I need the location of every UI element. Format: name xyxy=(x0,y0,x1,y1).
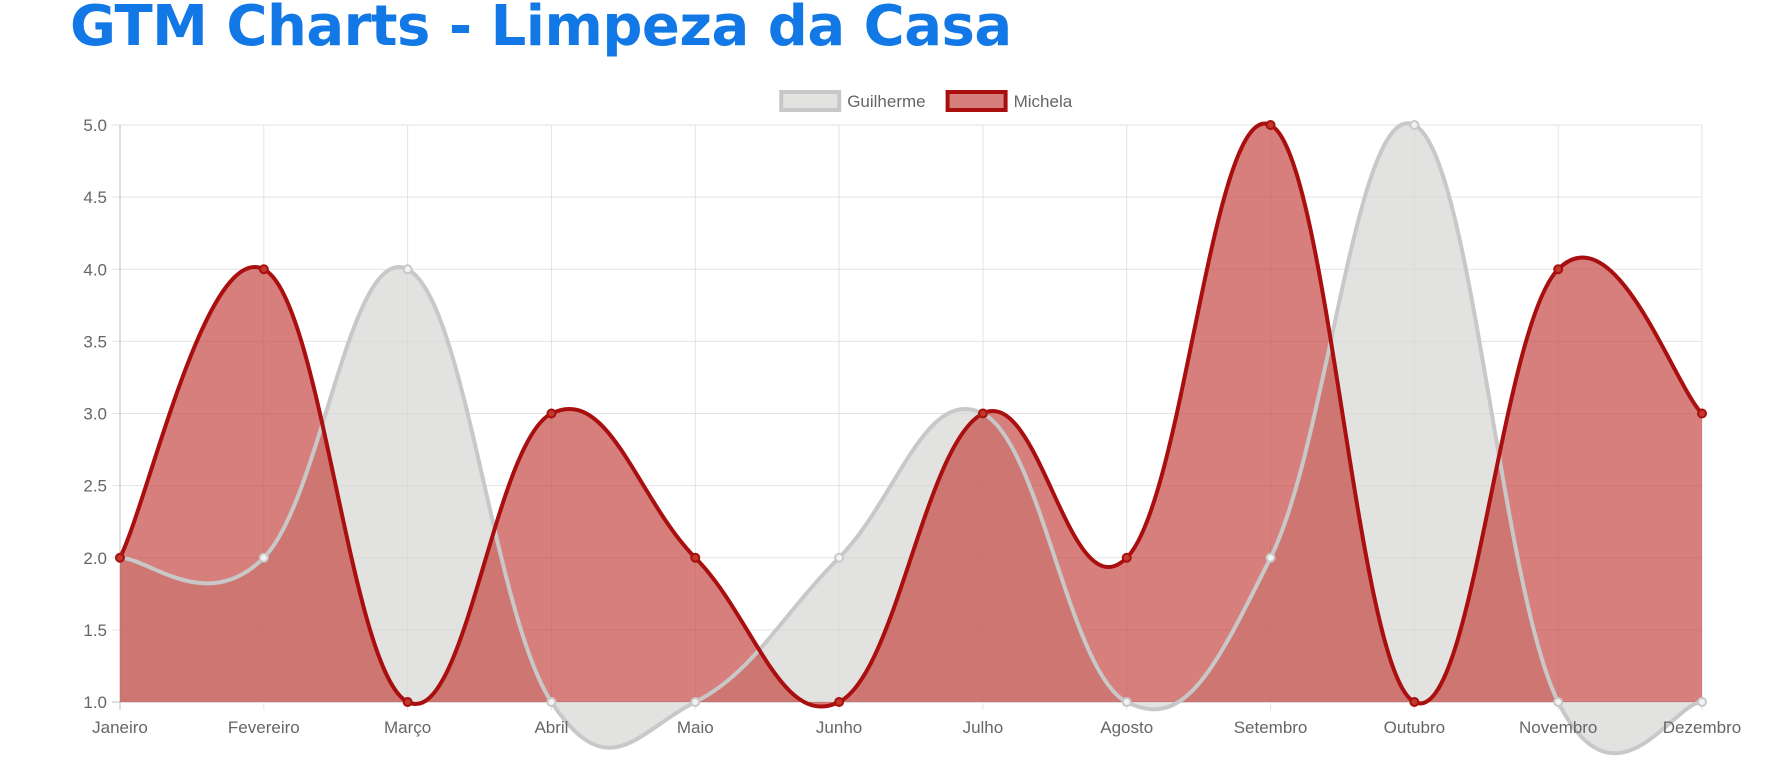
data-point-michela xyxy=(258,264,269,275)
data-point-guilherme xyxy=(1265,552,1276,563)
legend-label-michela: Michela xyxy=(1014,92,1073,111)
data-points xyxy=(115,120,1707,707)
y-tick-label: 1.0 xyxy=(83,693,107,712)
data-point-guilherme xyxy=(690,697,701,707)
x-tick-label: Maio xyxy=(677,718,714,737)
x-tick-label: Junho xyxy=(816,718,862,737)
data-point-michela xyxy=(115,552,125,563)
y-tick-label: 1.5 xyxy=(83,621,107,640)
data-point-michela xyxy=(546,408,557,419)
data-point-michela xyxy=(1121,552,1132,563)
x-tick-label: Outubro xyxy=(1384,718,1445,737)
data-point-michela xyxy=(1553,264,1564,275)
data-point-michela xyxy=(834,697,845,707)
data-point-guilherme xyxy=(1121,697,1132,707)
legend-swatch-guilherme xyxy=(779,90,842,112)
series-fills xyxy=(120,123,1702,754)
x-tick-label: Janeiro xyxy=(92,718,148,737)
y-tick-label: 4.5 xyxy=(83,188,107,207)
data-point-guilherme xyxy=(546,697,557,707)
y-tick-label: 4.0 xyxy=(83,260,107,279)
data-point-guilherme xyxy=(1409,120,1420,130)
data-point-guilherme xyxy=(402,264,413,275)
x-tick-label: Dezembro xyxy=(1663,718,1741,737)
y-tick-label: 3.5 xyxy=(83,332,107,351)
y-tick-label: 5.0 xyxy=(83,116,107,135)
series-line-michela xyxy=(118,121,1704,709)
series-area-michela xyxy=(120,123,1702,707)
data-point-michela xyxy=(1697,408,1707,419)
y-tick-label: 2.5 xyxy=(83,477,107,496)
y-axis: 1.0 1.5 2.0 2.5 3.0 3.5 4.0 4.5 5.0 xyxy=(83,116,107,712)
x-tick-label: Novembro xyxy=(1519,718,1597,737)
y-tick-label: 2.0 xyxy=(83,549,107,568)
x-tick-label: Setembro xyxy=(1234,718,1308,737)
x-tick-label: Agosto xyxy=(1100,718,1153,737)
data-point-michela xyxy=(1409,697,1420,707)
x-tick-label: Abril xyxy=(534,718,568,737)
x-tick-label: Março xyxy=(384,718,431,737)
data-point-michela xyxy=(690,552,701,563)
x-tick-label: Fevereiro xyxy=(228,718,300,737)
page-title: GTM Charts - Limpeza da Casa xyxy=(70,0,1012,59)
chart-legend: Guilherme Michela xyxy=(779,90,1073,112)
data-point-guilherme xyxy=(1697,697,1707,707)
x-tick-label: Julho xyxy=(963,718,1004,737)
x-axis: Janeiro Fevereiro Março Abril Maio Junho Julho… xyxy=(92,718,1741,737)
data-point-michela xyxy=(402,697,413,707)
data-point-guilherme xyxy=(1553,697,1564,707)
legend-swatch-michela xyxy=(945,90,1008,112)
legend-label-guilherme: Guilherme xyxy=(847,92,925,111)
data-point-guilherme xyxy=(258,552,269,563)
data-point-michela xyxy=(977,408,988,419)
data-point-michela xyxy=(1265,120,1276,130)
y-tick-label: 3.0 xyxy=(83,405,107,424)
data-point-guilherme xyxy=(834,552,845,563)
